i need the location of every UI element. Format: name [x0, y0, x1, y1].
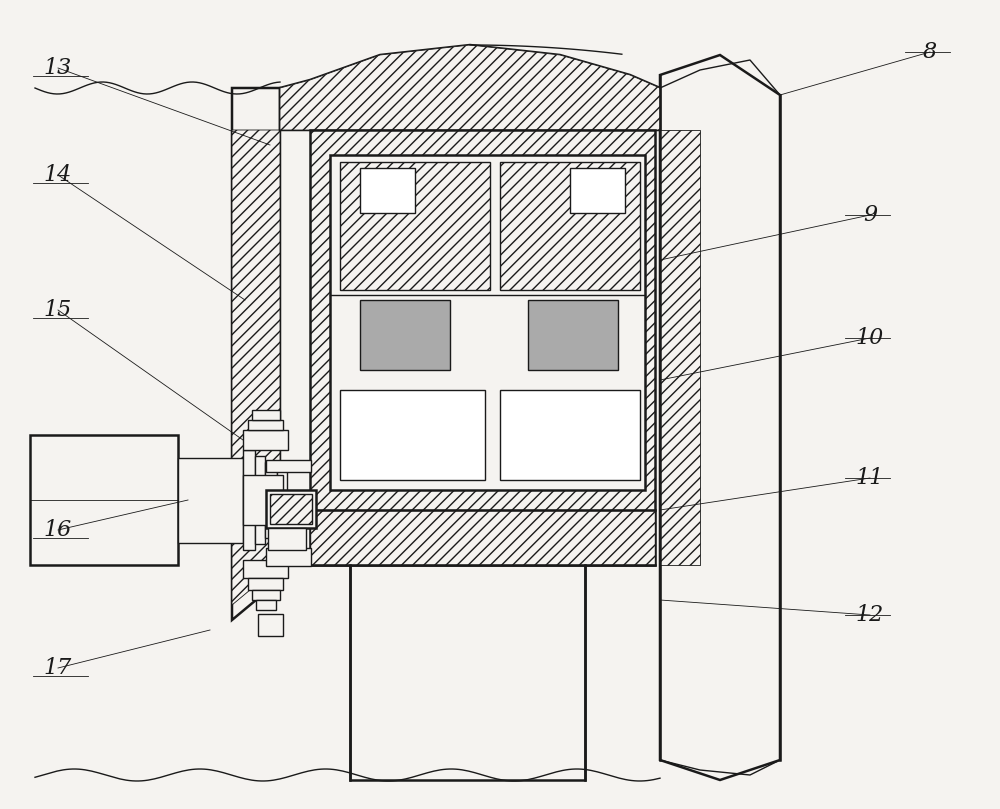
Bar	[178, 458, 243, 543]
Text: 13: 13	[44, 57, 72, 79]
Bar	[248, 578, 283, 590]
Polygon shape	[660, 95, 780, 760]
Bar	[266, 490, 316, 528]
Bar	[265, 462, 277, 538]
Text: 15: 15	[44, 299, 72, 321]
Polygon shape	[280, 45, 660, 130]
Bar	[258, 614, 283, 636]
Polygon shape	[660, 55, 780, 780]
Text: 12: 12	[856, 604, 884, 626]
Bar	[330, 155, 645, 490]
Text: 17: 17	[44, 657, 72, 679]
Bar	[360, 168, 415, 213]
Bar	[350, 565, 585, 780]
Polygon shape	[232, 130, 280, 605]
Bar	[270, 494, 312, 524]
Bar	[266, 548, 311, 566]
Text: 14: 14	[44, 164, 72, 186]
Text: 10: 10	[856, 327, 884, 349]
Bar	[248, 420, 283, 430]
Text: 11: 11	[856, 467, 884, 489]
Bar	[310, 130, 655, 565]
Bar	[500, 162, 640, 290]
Bar	[340, 390, 485, 480]
Bar	[360, 300, 450, 370]
Polygon shape	[660, 130, 700, 565]
Bar	[243, 475, 283, 525]
Bar	[252, 590, 280, 600]
Bar	[243, 430, 288, 450]
Bar	[277, 468, 287, 532]
Bar	[310, 510, 655, 565]
Bar	[570, 168, 625, 213]
Bar	[243, 560, 288, 578]
Bar	[255, 456, 265, 544]
Bar	[528, 300, 618, 370]
Bar	[500, 390, 640, 480]
Text: 16: 16	[44, 519, 72, 541]
Polygon shape	[232, 88, 280, 620]
Text: 8: 8	[923, 41, 937, 63]
Bar	[30, 435, 178, 565]
Bar	[256, 600, 276, 610]
Bar	[268, 528, 306, 550]
Bar	[252, 410, 280, 420]
Text: 9: 9	[863, 204, 877, 226]
Bar	[340, 162, 490, 290]
Bar	[243, 450, 255, 550]
Bar	[266, 460, 311, 472]
Polygon shape	[280, 45, 660, 130]
